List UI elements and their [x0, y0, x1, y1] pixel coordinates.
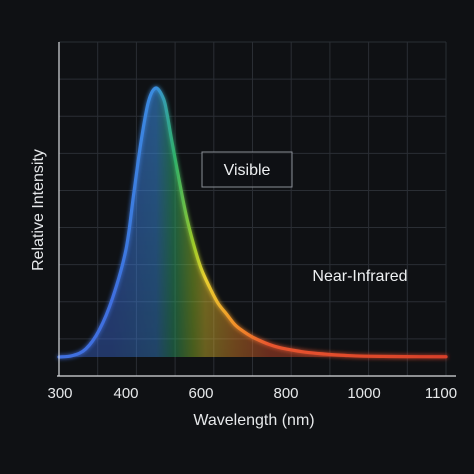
near-infrared-annotation-label: Near-Infrared: [312, 268, 407, 285]
x-tick-label: 300: [47, 385, 72, 402]
x-tick-label: 1100: [425, 385, 457, 402]
x-axis-title: Wavelength (nm): [193, 412, 314, 429]
y-axis-title: Relative Intensity: [30, 149, 47, 271]
spectrum-area-fill: [59, 87, 446, 357]
visible-annotation-label: Visible: [224, 162, 271, 179]
x-tick-label: 800: [273, 385, 298, 402]
x-tick-label: 1000: [347, 385, 380, 402]
x-tick-labels: 300 400 600 800 1000 1100: [47, 385, 457, 402]
x-tick-label: 600: [188, 385, 213, 402]
chart-annotations: Visible Near-Infrared: [201, 151, 408, 285]
visible-annotation-box: [201, 151, 293, 188]
x-tick-label: 400: [113, 385, 138, 402]
spectrum-curve: [57, 86, 448, 359]
